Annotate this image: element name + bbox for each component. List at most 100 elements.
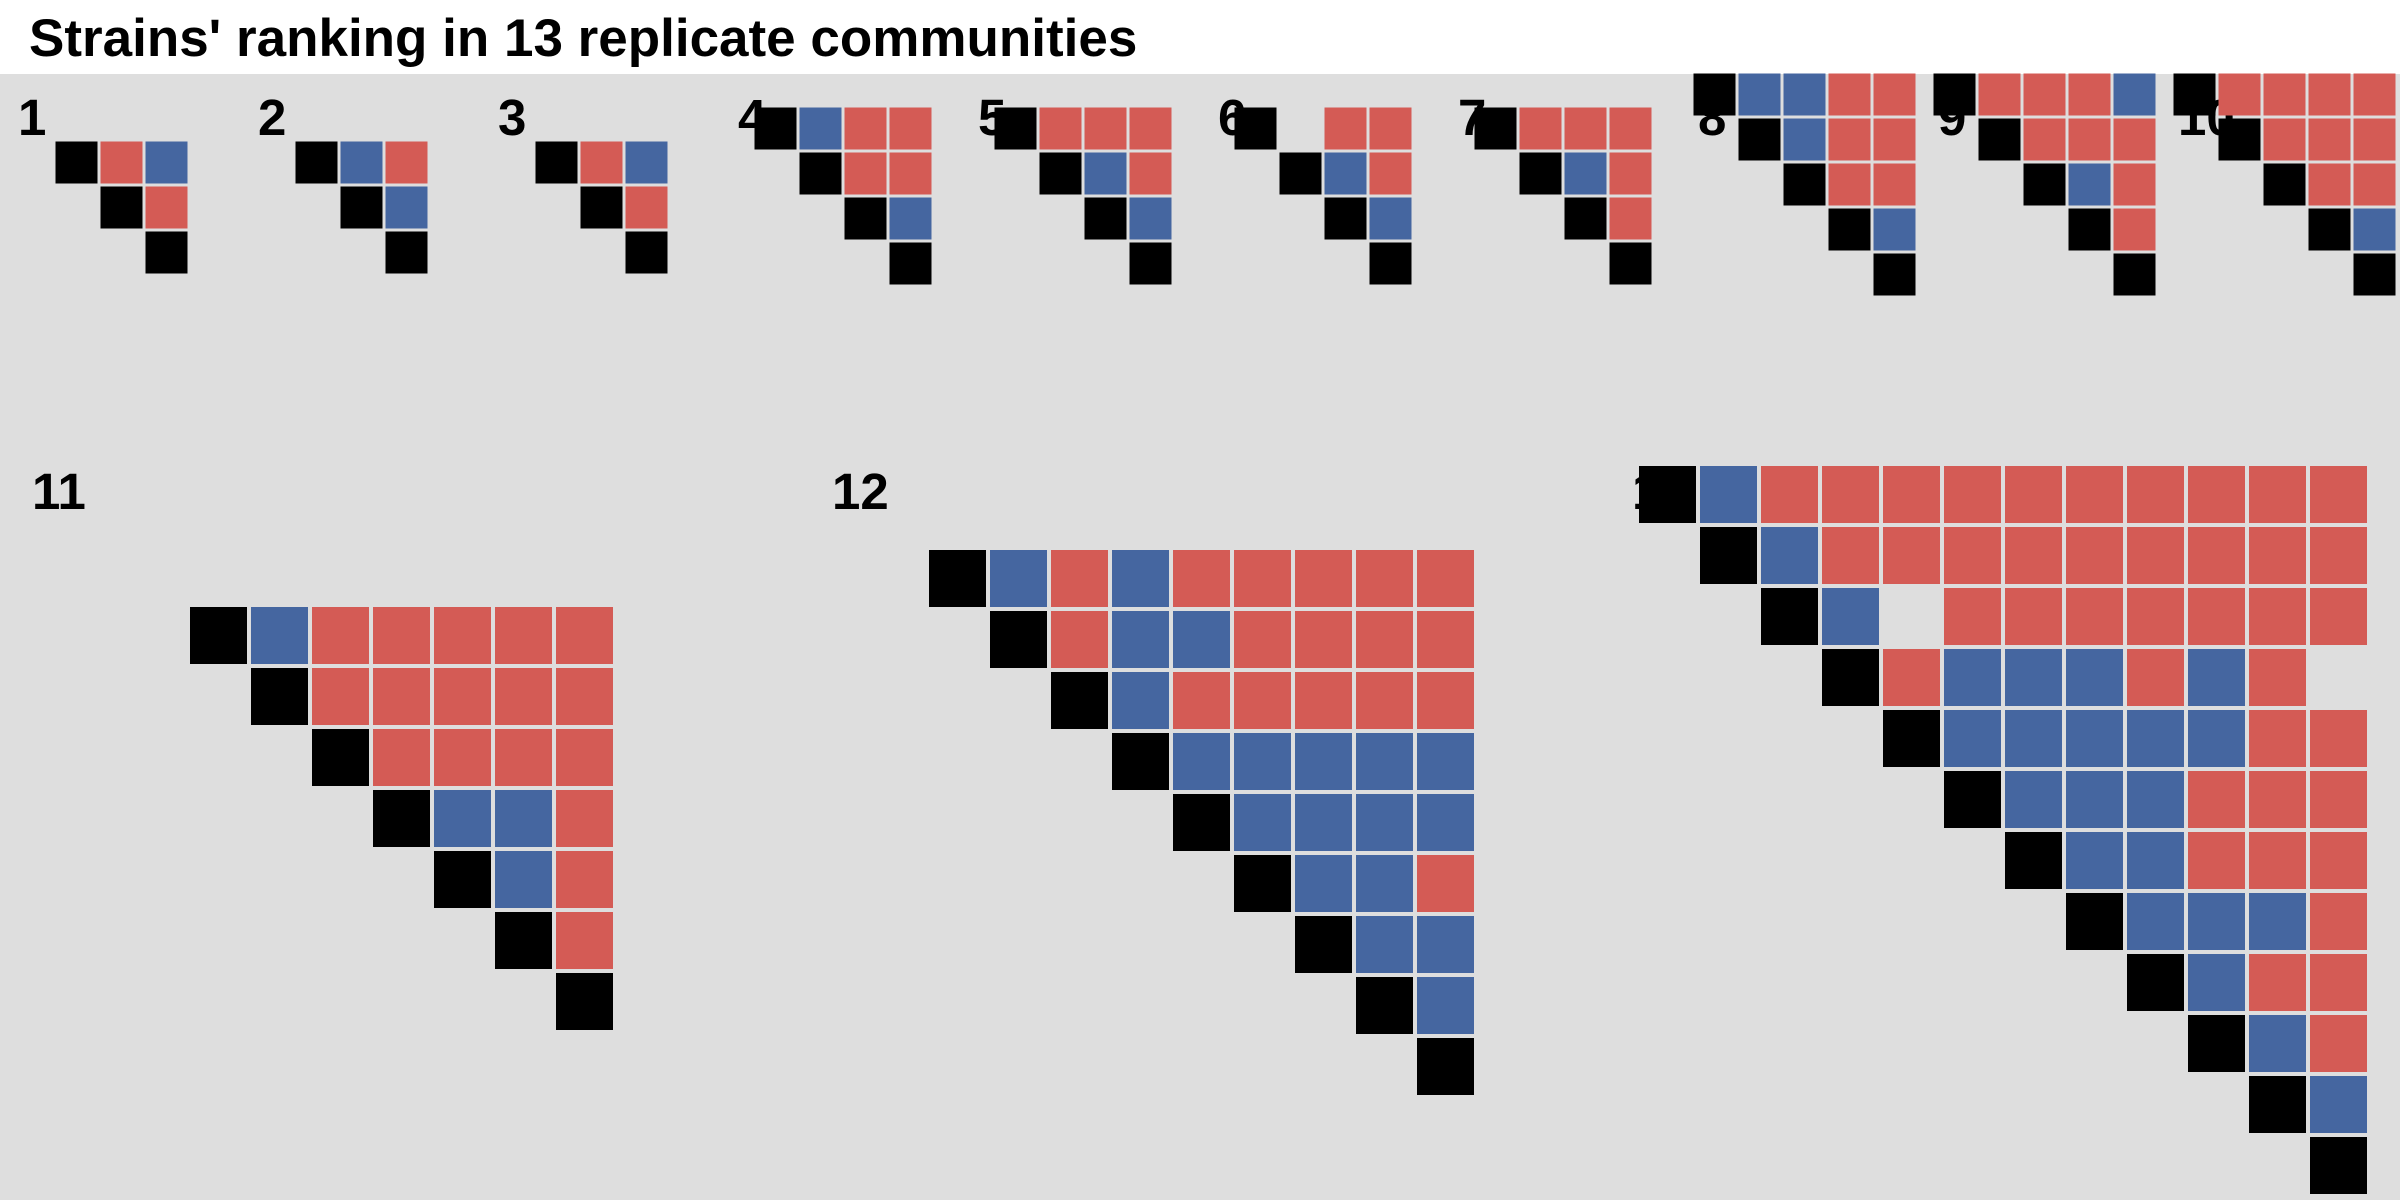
cell-13-r9-c10 [2188,954,2245,1011]
cell-4-r2-c4 [889,152,932,195]
cell-9-r4-c4 [2068,208,2111,251]
cell-5-r1-c3 [1084,107,1127,150]
cell-13-r9-c9 [2127,954,2184,1011]
cell-13-r1-c6 [1944,466,2001,523]
cell-9-r1-c3 [2023,73,2066,116]
cell-7-r2-c2 [1519,152,1562,195]
cell-13-r3-c12 [2310,588,2367,645]
cell-8-r2-c3 [1783,118,1826,161]
ranking-grid-8 [1693,73,1916,296]
cell-12-r8-c9 [1417,977,1474,1034]
cell-12-r6-c8 [1356,855,1413,912]
cell-10-r1-c2 [2218,73,2261,116]
cell-12-r4-c8 [1356,733,1413,790]
cell-9-r1-c4 [2068,73,2111,116]
cell-13-r4-c9 [2127,649,2184,706]
cell-1-r2-c3 [145,186,188,229]
cell-12-r2-c9 [1417,611,1474,668]
cell-1-r3-c3 [145,231,188,274]
panel-label-2: 2 [258,89,287,146]
cell-12-r1-c3 [1051,550,1108,607]
panel-label-3: 3 [498,89,527,146]
cell-12-r4-c5 [1173,733,1230,790]
cell-12-r3-c4 [1112,672,1169,729]
cell-6-r2-c3 [1324,152,1367,195]
cell-13-r1-c5 [1883,466,1940,523]
ranking-grid-6 [1234,107,1412,285]
cell-13-r9-c11 [2249,954,2306,1011]
cell-8-r3-c4 [1828,163,1871,206]
cell-13-r3-c6 [1944,588,2001,645]
cell-10-r2-c3 [2263,118,2306,161]
cell-2-r1-c1 [295,141,338,184]
cell-8-r5-c5 [1873,253,1916,296]
cell-8-r3-c3 [1783,163,1826,206]
cell-7-r3-c3 [1564,197,1607,240]
cell-11-r2-c4 [373,668,430,725]
cell-13-r6-c12 [2310,771,2367,828]
ranking-grid-10 [2173,73,2396,296]
cell-13-r2-c10 [2188,527,2245,584]
cell-13-r8-c8 [2066,893,2123,950]
cell-13-r1-c3 [1761,466,1818,523]
cell-13-r3-c7 [2005,588,2062,645]
cell-10-r1-c5 [2353,73,2396,116]
cell-13-r7-c9 [2127,832,2184,889]
cell-2-r1-c2 [340,141,383,184]
cell-11-r2-c6 [495,668,552,725]
cell-13-r3-c4 [1822,588,1879,645]
cell-1-r2-c2 [100,186,143,229]
cell-8-r1-c4 [1828,73,1871,116]
cell-13-r11-c11 [2249,1076,2306,1133]
cell-13-r4-c11 [2249,649,2306,706]
cell-13-r4-c6 [1944,649,2001,706]
cell-12-r1-c8 [1356,550,1413,607]
cell-13-r2-c3 [1761,527,1818,584]
cell-9-r2-c3 [2023,118,2066,161]
cell-2-r3-c3 [385,231,428,274]
cell-11-r4-c6 [495,790,552,847]
ranking-grid-11 [190,607,613,1030]
chart-title: Strains' ranking in 13 replicate communi… [29,9,1138,68]
cell-13-r10-c11 [2249,1015,2306,1072]
cell-11-r2-c3 [312,668,369,725]
cell-12-r1-c5 [1173,550,1230,607]
cell-13-r9-c12 [2310,954,2367,1011]
cell-12-r1-c1 [929,550,986,607]
cell-12-r1-c6 [1234,550,1291,607]
cell-7-r3-c4 [1609,197,1652,240]
cell-11-r5-c5 [434,851,491,908]
cell-9-r3-c3 [2023,163,2066,206]
cell-12-r1-c9 [1417,550,1474,607]
cell-4-r1-c3 [844,107,887,150]
cell-12-r3-c7 [1295,672,1352,729]
cell-13-r3-c8 [2066,588,2123,645]
cell-11-r1-c2 [251,607,308,664]
cell-11-r2-c7 [556,668,613,725]
ranking-grid-2 [295,141,428,274]
cell-3-r2-c3 [625,186,668,229]
cell-7-r1-c4 [1609,107,1652,150]
cell-11-r1-c6 [495,607,552,664]
cell-6-r1-c3 [1324,107,1367,150]
cell-13-r5-c11 [2249,710,2306,767]
cell-8-r4-c4 [1828,208,1871,251]
cell-13-r1-c11 [2249,466,2306,523]
cell-10-r2-c2 [2218,118,2261,161]
cell-13-r3-c3 [1761,588,1818,645]
cell-13-r3-c10 [2188,588,2245,645]
cell-13-r4-c7 [2005,649,2062,706]
cell-12-r9-c9 [1417,1038,1474,1095]
cell-12-r1-c7 [1295,550,1352,607]
panel-label-11: 11 [32,463,86,520]
cell-6-r4-c4 [1369,242,1412,285]
cell-3-r1-c2 [580,141,623,184]
cell-13-r4-c10 [2188,649,2245,706]
cell-6-r3-c3 [1324,197,1367,240]
cell-11-r6-c6 [495,912,552,969]
cell-5-r3-c4 [1129,197,1172,240]
cell-10-r3-c5 [2353,163,2396,206]
cell-11-r5-c6 [495,851,552,908]
panel-area: 12345678910111213 [0,73,2400,1200]
cell-13-r2-c12 [2310,527,2367,584]
